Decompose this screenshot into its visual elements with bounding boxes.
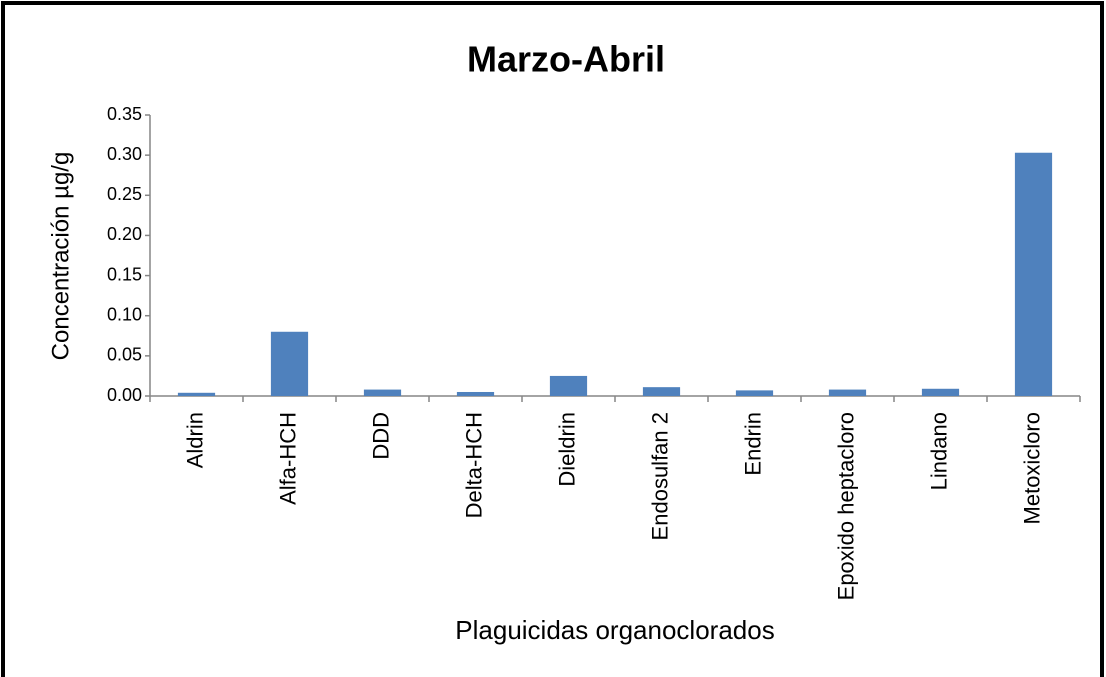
x-tick-label: DDD — [368, 412, 393, 460]
bar — [363, 389, 402, 396]
y-tick-label: 0.15 — [107, 264, 142, 284]
y-tick-label: 0.05 — [107, 345, 142, 365]
y-tick-label: 0.00 — [107, 385, 142, 405]
x-axis-label: Plaguicidas organoclorados — [455, 615, 774, 645]
y-tick-label: 0.10 — [107, 304, 142, 324]
x-tick-label: Delta-HCH — [461, 412, 486, 518]
bar — [921, 388, 960, 396]
bar — [735, 390, 774, 396]
x-tick-label: Endrin — [740, 412, 765, 476]
x-tick-label: Alfa-HCH — [275, 412, 300, 505]
bar — [828, 389, 867, 396]
bar — [270, 331, 309, 396]
chart-title: Marzo-Abril — [467, 39, 665, 80]
y-tick-label: 0.25 — [107, 184, 142, 204]
bar — [456, 391, 495, 396]
y-axis-label: Concentración µg/g — [47, 152, 74, 361]
y-tick-label: 0.20 — [107, 224, 142, 244]
x-tick-label: Dieldrin — [554, 412, 579, 487]
x-tick-label: Metoxicloro — [1019, 412, 1044, 524]
x-tick-label: Lindano — [926, 412, 951, 490]
x-tick-label: Epoxido heptacloro — [833, 412, 858, 600]
y-tick-label: 0.30 — [107, 144, 142, 164]
y-tick-label: 0.35 — [107, 104, 142, 124]
bar — [1014, 152, 1053, 396]
bar — [642, 387, 681, 396]
bar — [177, 392, 216, 396]
x-tick-label: Endosulfan 2 — [647, 412, 672, 540]
x-tick-label: Aldrin — [182, 412, 207, 468]
bar — [549, 375, 588, 396]
